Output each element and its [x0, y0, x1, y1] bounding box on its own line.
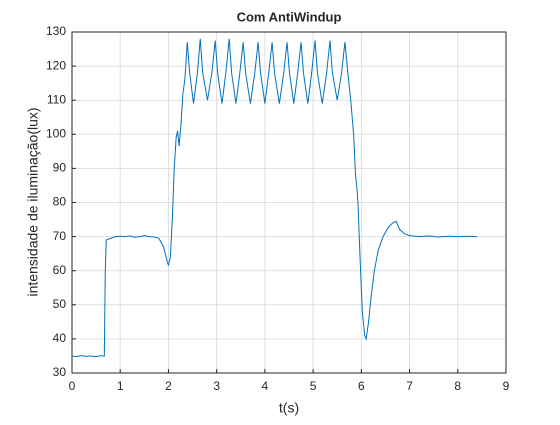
- y-tick-label: 60: [53, 263, 67, 277]
- y-tick-label: 90: [53, 161, 67, 175]
- x-tick-label: 0: [69, 379, 76, 393]
- y-tick-label: 70: [53, 229, 67, 243]
- x-tick-label: 4: [262, 379, 269, 393]
- x-tick-label: 9: [503, 379, 510, 393]
- x-axis-label: t(s): [279, 400, 299, 416]
- axes-box: [71, 31, 507, 374]
- y-tick-label: 100: [46, 126, 66, 140]
- y-tick-label: 40: [53, 331, 67, 345]
- x-tick-label: 6: [358, 379, 365, 393]
- chart-title: Com AntiWindup: [237, 9, 342, 24]
- x-tick-label: 8: [454, 379, 461, 393]
- y-tick-label: 30: [53, 365, 67, 379]
- x-tick-label: 1: [117, 379, 124, 393]
- y-tick-label: 50: [53, 297, 67, 311]
- y-tick-label: 130: [46, 24, 66, 38]
- x-tick-label: 7: [406, 379, 413, 393]
- x-tick-label: 2: [165, 379, 172, 393]
- y-axis-label: intensidade de iluminação(lux): [25, 107, 41, 296]
- x-tick-label: 5: [310, 379, 317, 393]
- y-tick-label: 110: [47, 92, 66, 106]
- x-tick-label: 3: [213, 379, 220, 393]
- y-tick-label: 120: [46, 58, 66, 72]
- data-line: [71, 38, 478, 358]
- y-tick-label: 80: [53, 195, 67, 209]
